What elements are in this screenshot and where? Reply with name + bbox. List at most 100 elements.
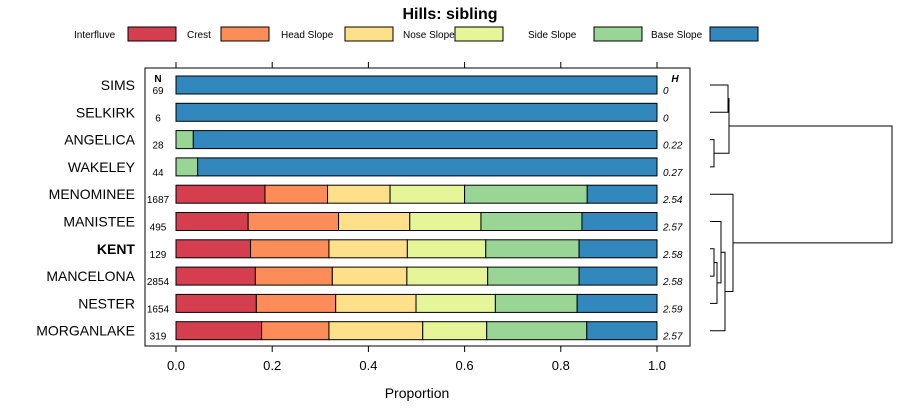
legend-swatch-interfluve <box>127 26 177 42</box>
row-label: SIMS <box>101 77 135 93</box>
bar-segment-base-slope <box>578 239 658 259</box>
n-value: 2854 <box>147 277 170 288</box>
row-label: KENT <box>97 241 136 257</box>
legend-label-head-slope: Head Slope <box>281 30 334 41</box>
n-value: 1687 <box>147 195 170 206</box>
bar-segment-interfluve <box>175 184 266 204</box>
row-label: SELKIRK <box>76 104 136 120</box>
row-label: MANISTEE <box>63 214 135 230</box>
legend-swatch-base-slope <box>709 26 759 42</box>
bar-segment-base-slope <box>586 184 658 204</box>
bar-segment-side-slope <box>494 293 578 313</box>
legend-swatch-crest <box>220 26 270 42</box>
bar-row-menominee: MENOMINEE 1687 2.54 <box>49 184 683 206</box>
bar-segment-base-slope <box>586 321 658 341</box>
bar-rows: SIMS 69 0 SELKIRK 6 0 ANGELICA 28 0.22 WAKELEY 44 0… <box>36 75 683 343</box>
bar-row-nester: NESTER 1654 2.59 <box>78 293 683 315</box>
n-value: 6 <box>155 113 161 124</box>
dendrogram-link <box>710 139 715 168</box>
n-value: 495 <box>150 223 167 234</box>
x-axis: 0.0 0.2 0.4 0.6 0.8 1.0 <box>167 62 666 373</box>
legend-label-interfluve: Interfluve <box>74 30 116 41</box>
bar-segment-side-slope <box>480 212 583 231</box>
bar-segment-side-slope <box>486 321 588 341</box>
legend-label-crest: Crest <box>187 30 211 41</box>
legend-label-nose-slope: Nose Slope <box>403 30 455 41</box>
row-label: ANGELICA <box>64 132 135 148</box>
bar-segment-interfluve <box>175 321 263 341</box>
n-value: 44 <box>152 168 164 179</box>
bar-segment-head-slope <box>328 321 424 341</box>
x-tick-label: 0.8 <box>552 358 570 373</box>
bar-row-wakeley: WAKELEY 44 0.27 <box>68 157 683 179</box>
bar-segment-side-slope <box>485 239 580 259</box>
bar-row-mancelona: MANCELONA 2854 2.58 <box>46 266 683 288</box>
bar-segment-interfluve <box>175 239 252 259</box>
legend-swatch-side-slope <box>593 26 643 42</box>
bar-segment-side-slope <box>175 130 194 150</box>
bar-segment-base-slope <box>175 75 658 95</box>
bar-segment-crest <box>254 266 333 286</box>
h-value: 2.57 <box>662 332 683 343</box>
dendrogram-link <box>710 84 729 113</box>
bar-row-selkirk: SELKIRK 6 0 <box>76 102 669 124</box>
x-tick-label: 0.4 <box>359 358 377 373</box>
x-axis-title: Proportion <box>385 385 450 401</box>
bar-segment-crest <box>255 293 337 313</box>
bar-row-angelica: ANGELICA 28 0.22 <box>64 130 683 152</box>
row-label: MENOMINEE <box>49 186 135 202</box>
bar-segment-nose-slope <box>422 321 488 341</box>
legend: Interfluve Crest Head Slope Nose Slope Side … <box>74 26 759 42</box>
n-column-header: N <box>154 74 161 85</box>
legend-swatch-head-slope <box>344 26 394 42</box>
row-label: WAKELEY <box>68 159 136 175</box>
bar-segment-crest <box>261 321 330 341</box>
h-value: 2.57 <box>662 223 683 234</box>
bar-segment-base-slope <box>581 212 658 231</box>
h-value: 2.59 <box>662 304 683 315</box>
row-label: NESTER <box>78 295 135 311</box>
n-value: 129 <box>150 250 167 261</box>
dendrogram-link <box>714 98 730 154</box>
bar-segment-base-slope <box>197 157 658 177</box>
bar-segment-interfluve <box>175 212 249 231</box>
row-label: MANCELONA <box>46 268 135 284</box>
bar-segment-side-slope <box>175 157 199 177</box>
dendrogram <box>710 84 893 332</box>
bar-row-kent: KENT 129 2.58 <box>97 239 683 261</box>
bar-segment-nose-slope <box>409 212 482 231</box>
bar-segment-head-slope <box>327 184 391 204</box>
dendrogram-link <box>710 248 715 277</box>
bar-segment-base-slope <box>578 266 658 286</box>
h-value: 2.58 <box>662 277 683 288</box>
bar-segment-head-slope <box>331 266 408 286</box>
bar-segment-head-slope <box>335 293 417 313</box>
bar-segment-nose-slope <box>389 184 466 204</box>
row-label: MORGANLAKE <box>36 323 135 339</box>
bar-segment-side-slope <box>487 266 580 286</box>
h-value: 0.22 <box>663 141 683 152</box>
bar-segment-side-slope <box>464 184 588 204</box>
n-value: 28 <box>152 141 164 152</box>
bar-segment-interfluve <box>175 266 256 286</box>
n-value: 69 <box>152 86 164 97</box>
chart-title: Hills: sibling <box>402 6 497 23</box>
bar-row-manistee: MANISTEE 495 2.57 <box>63 212 683 234</box>
h-value: 2.54 <box>662 195 683 206</box>
dendrogram-link <box>710 221 722 284</box>
bar-row-morganlake: MORGANLAKE 319 2.57 <box>36 321 683 343</box>
bar-row-sims: SIMS 69 0 <box>101 75 669 97</box>
legend-label-base-slope: Base Slope <box>651 30 703 41</box>
x-tick-label: 0.6 <box>456 358 474 373</box>
bar-segment-crest <box>264 184 329 204</box>
bar-segment-nose-slope <box>415 293 496 313</box>
bar-segment-interfluve <box>175 293 257 313</box>
h-value: 0.27 <box>663 168 683 179</box>
plot-frame <box>144 67 691 347</box>
bar-segment-head-slope <box>338 212 411 231</box>
bar-segment-crest <box>250 239 330 259</box>
n-value: 319 <box>150 332 167 343</box>
bar-segment-base-slope <box>576 293 658 313</box>
x-tick-label: 1.0 <box>648 358 666 373</box>
